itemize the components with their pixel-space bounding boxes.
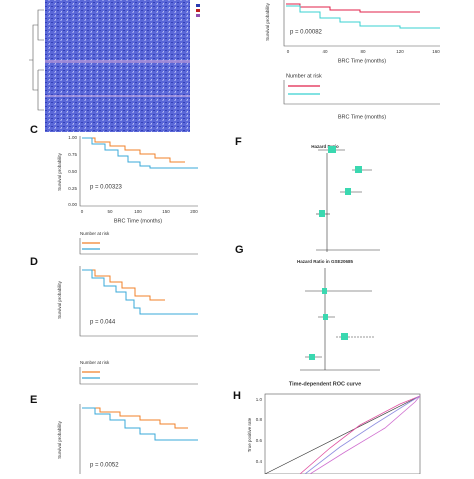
risk-title: Number at risk xyxy=(80,231,110,236)
forest-title: Hazard Ratio xyxy=(311,144,339,149)
forest-box xyxy=(341,333,348,340)
y-tick-label: 1.00 xyxy=(68,135,77,140)
axis xyxy=(79,238,198,255)
km-curve xyxy=(82,407,188,429)
p-value: p = 0.00323 xyxy=(90,185,123,191)
km-top-panel: Survival probability p = 0.00082 0 40 80… xyxy=(265,0,440,120)
forest-box xyxy=(355,166,362,173)
forest-box xyxy=(328,146,336,153)
p-value: p = 0.00082 xyxy=(290,30,323,36)
y-label: Survival probability xyxy=(57,420,62,459)
axis xyxy=(283,0,440,47)
dendrogram xyxy=(29,9,44,111)
y-label: Survival probability xyxy=(57,280,62,319)
panel-h: Time-dependent ROC curve H True positive… xyxy=(233,381,421,475)
panel-letter: H xyxy=(233,390,241,402)
axis xyxy=(79,266,198,337)
panel-c: C Survival probability 1.00 0.75 0.50 0.… xyxy=(30,124,198,255)
risk-title: Number at risk xyxy=(286,73,322,79)
axis xyxy=(79,367,198,385)
risk-title: Number at risk xyxy=(80,360,110,365)
axis xyxy=(283,80,440,105)
panel-letter: F xyxy=(235,136,242,148)
heatmap-panel xyxy=(29,0,200,132)
x-label: BRC Time (months) xyxy=(338,114,386,120)
x-tick-label: 200 xyxy=(190,209,198,214)
forest-box xyxy=(309,354,315,360)
y-tick-label: 0.75 xyxy=(68,152,77,157)
x-tick-label: 150 xyxy=(162,209,170,214)
panel-letter: C xyxy=(30,124,38,136)
y-tick-label: 0.50 xyxy=(68,169,77,174)
legend-swatch xyxy=(196,4,200,7)
x-label: BRC Time (months) xyxy=(338,58,386,64)
x-tick-label: 120 xyxy=(396,49,404,54)
km-curve xyxy=(82,137,198,169)
y-tick-label: 1.0 xyxy=(256,397,263,402)
km-curve xyxy=(82,407,198,441)
y-tick-label: 0.00 xyxy=(68,202,77,207)
roc-curve xyxy=(304,395,421,475)
panel-letter: G xyxy=(235,244,244,256)
y-tick-label: 0.8 xyxy=(256,417,263,422)
km-curve xyxy=(286,3,420,13)
forest-box xyxy=(345,188,351,195)
panel-letter: E xyxy=(30,394,37,406)
x-tick-label: 80 xyxy=(360,49,366,54)
x-tick-label: 100 xyxy=(134,209,142,214)
heatmap-band xyxy=(45,60,190,63)
p-value: p = 0.0052 xyxy=(90,463,119,469)
km-curve xyxy=(82,269,198,315)
panel-letter: D xyxy=(30,256,38,268)
x-tick-label: 40 xyxy=(322,49,328,54)
x-tick-label: 160 xyxy=(432,49,440,54)
x-tick-label: 50 xyxy=(107,209,113,214)
roc-curve xyxy=(299,395,421,475)
x-tick-label: 0 xyxy=(287,49,290,54)
y-tick-label: 0.4 xyxy=(256,459,263,464)
x-label: BRC Time (months) xyxy=(114,218,162,224)
x-tick-label: 0 xyxy=(81,209,84,214)
forest-box xyxy=(322,288,327,294)
forest-box xyxy=(323,314,328,320)
heatmap-band xyxy=(45,95,190,97)
panel-g: G Hazard Ratio in GSE20685 xyxy=(235,244,380,371)
y-label: Survival probability xyxy=(265,2,270,41)
roc-curve xyxy=(309,395,421,475)
km-curve xyxy=(82,137,185,163)
y-label: Survival probability xyxy=(57,152,62,191)
panel-d: D Survival probability p = 0.044 Number … xyxy=(30,256,198,385)
forest-box xyxy=(319,210,325,217)
p-value: p = 0.044 xyxy=(90,320,116,326)
km-curve xyxy=(82,269,165,301)
heatmap xyxy=(45,0,190,132)
forest-title: Hazard Ratio in GSE20685 xyxy=(297,259,354,264)
y-tick-label: 0.25 xyxy=(68,186,77,191)
diagonal xyxy=(264,395,421,475)
legend-swatch xyxy=(196,14,200,17)
axis xyxy=(79,136,198,207)
panel-f: F Hazard Ratio xyxy=(235,136,380,252)
roc-title: Time-dependent ROC curve xyxy=(289,381,361,387)
km-curve xyxy=(286,5,440,29)
y-tick-label: 0.6 xyxy=(256,438,263,443)
panel-e: E Survival probability p = 0.0052 xyxy=(30,394,198,474)
y-label: True positive rate xyxy=(247,417,252,452)
legend-swatch xyxy=(196,9,200,12)
